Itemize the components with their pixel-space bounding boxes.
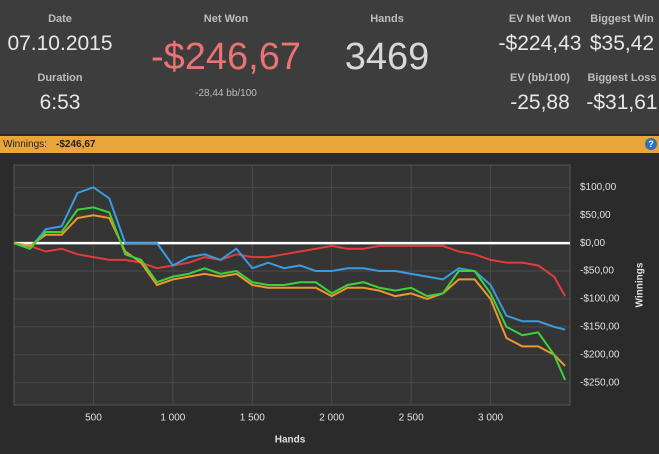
label: EV Net Won [508,13,572,25]
y-tick-label: -$100,00 [580,294,620,305]
label: EV (bb/100) [510,72,570,84]
y-tick-label: $100,00 [580,182,617,193]
y-axis-label: Winnings [635,262,646,307]
value: 07.10.2015 [7,32,113,55]
y-tick-label: -$200,00 [580,349,620,360]
series-line [13,206,566,381]
x-tick-label: 1 000 [160,413,185,424]
y-tick-label: -$250,00 [580,377,620,388]
x-tick-label: 2 000 [319,413,344,424]
help-icon[interactable]: ? [645,138,657,150]
y-tick-label: -$150,00 [580,322,620,333]
bar-label: Winnings: [3,139,47,150]
x-axis-label: Hands [275,435,306,446]
hands: 3469 [344,36,430,78]
winnings-bar: Winnings: -$246,67 ? [0,136,659,153]
series-line [13,242,566,297]
net-won: -$246,67 [150,36,301,78]
bar-value: -$246,67 [56,139,96,150]
value: $35,42 [589,32,655,55]
value: -$224,43 [498,32,582,55]
value: -$31,61 [586,91,658,114]
label: Biggest Loss [587,72,657,84]
x-tick-label: 500 [85,413,102,424]
chart: Hands Winnings 500 1 000 1 500 2 000 2 500 3 … [13,164,646,446]
label: Hands [370,13,404,25]
value: -25,88 [510,91,570,114]
label: Date [48,13,72,25]
label: Biggest Win [590,13,654,25]
label: Net Won [203,13,249,25]
label: Duration [37,72,83,84]
header: Date 07.10.2015 Duration 6:53 Net Won -$… [0,0,659,134]
x-tick-label: 1 500 [240,413,265,424]
y-tick-label: $0,00 [580,238,605,249]
y-tick-label: -$50,00 [580,266,614,277]
bb100: -28,44 bb/100 [195,88,257,99]
value: 6:53 [39,91,81,114]
plot-area [13,164,571,406]
x-tick-label: 3 000 [478,413,503,424]
y-tick-label: $50,00 [580,210,611,221]
x-tick-label: 2 500 [399,413,424,424]
series-line [13,214,566,367]
